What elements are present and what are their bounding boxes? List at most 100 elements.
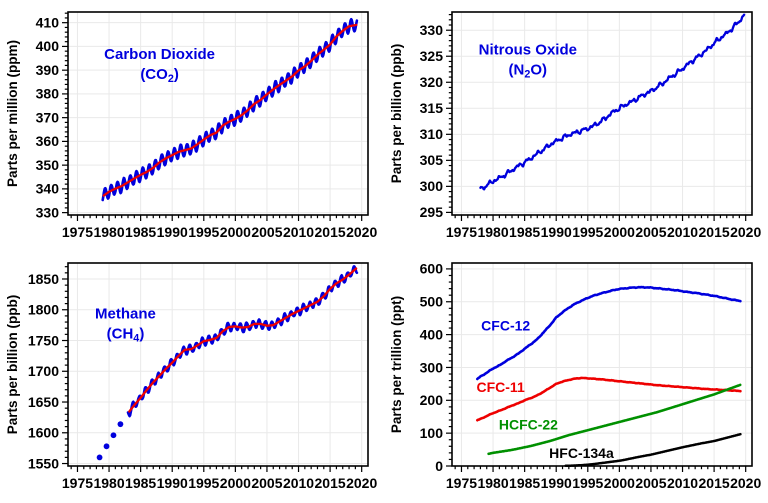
x-tick-label: 2010 <box>283 475 314 491</box>
x-tick-label: 2015 <box>699 475 730 491</box>
y-axis-title: Parts per trillion (ppt) <box>389 296 404 433</box>
x-tick-label: 1995 <box>188 475 219 491</box>
x-tick-label: 1975 <box>446 475 477 491</box>
y-tick-label: 500 <box>420 294 444 310</box>
y-tick-label: 1700 <box>28 363 59 379</box>
x-tick-label: 1990 <box>157 224 188 240</box>
x-tick-label: 2010 <box>283 224 314 240</box>
series-label-hcfc-22: HCFC-22 <box>499 417 558 433</box>
x-tick-label: 2000 <box>604 475 635 491</box>
x-tick-label: 2005 <box>251 475 282 491</box>
hcfc-22-line <box>487 383 742 456</box>
x-tick-label: 1985 <box>125 475 156 491</box>
y-tick-label: 320 <box>420 74 444 90</box>
x-tick-label: 2010 <box>667 475 698 491</box>
x-tick-label: 2000 <box>220 475 251 491</box>
y-tick-label: 300 <box>420 359 444 375</box>
panel-title: (N2​O) <box>509 62 548 81</box>
x-tick-label: 1990 <box>157 475 188 491</box>
x-tick-label: 1975 <box>62 475 93 491</box>
series-label-hfc-134a: HFC-134a <box>549 445 614 461</box>
y-tick-label: 370 <box>36 109 60 125</box>
y-tick-label: 300 <box>420 178 444 194</box>
co2-trend-line <box>102 23 358 197</box>
panel-title: (CH4​) <box>107 326 145 345</box>
cfc-11-line <box>476 376 742 422</box>
x-tick-label: 1985 <box>509 475 540 491</box>
y-tick-label: 305 <box>420 152 444 168</box>
y-tick-label: 350 <box>36 157 60 173</box>
y-tick-label: 1650 <box>28 394 59 410</box>
x-tick-label: 1980 <box>93 475 124 491</box>
y-tick-label: 400 <box>420 326 444 342</box>
x-tick-label: 2015 <box>699 224 730 240</box>
x-tick-label: 1990 <box>541 224 572 240</box>
series-label-cfc-12: CFC-12 <box>481 318 530 334</box>
panel-title: Methane <box>95 306 156 323</box>
y-tick-label: 315 <box>420 100 444 116</box>
ch4-early-annual-dots-point <box>103 443 110 450</box>
x-tick-label: 1990 <box>541 475 572 491</box>
y-tick-label: 1600 <box>28 425 59 441</box>
x-tick-label: 2020 <box>346 224 377 240</box>
co2-chart: 1975 1980 1985 1990 1995 2000 2005 2010 2015 2020… <box>5 11 377 240</box>
x-tick-label: 2000 <box>220 224 251 240</box>
x-tick-label: 1980 <box>477 475 508 491</box>
plot-frame <box>67 11 369 216</box>
y-tick-label: 330 <box>420 22 444 38</box>
x-tick-label: 2005 <box>635 224 666 240</box>
x-tick-label: 2005 <box>635 475 666 491</box>
y-tick-label: 325 <box>420 48 444 64</box>
y-tick-label: 0 <box>435 458 443 474</box>
ch4-chart: 1975 1980 1985 1990 1995 2000 2005 2010 2015 2020… <box>5 262 377 491</box>
x-tick-label: 2000 <box>604 224 635 240</box>
x-tick-label: 1980 <box>93 224 124 240</box>
n2o-monthly-mean-line <box>479 13 746 191</box>
y-tick-label: 100 <box>420 425 444 441</box>
y-tick-label: 410 <box>36 14 60 30</box>
y-tick-label: 295 <box>420 204 444 220</box>
y-tick-label: 1550 <box>28 455 59 471</box>
ch4-monthly-mean-line <box>126 265 359 418</box>
x-tick-label: 1980 <box>477 224 508 240</box>
x-tick-label: 2010 <box>667 224 698 240</box>
y-tick-label: 200 <box>420 392 444 408</box>
y-tick-label: 360 <box>36 133 60 149</box>
x-tick-label: 1995 <box>572 475 603 491</box>
cfc-12-line <box>476 285 742 381</box>
panel-title: Nitrous Oxide <box>479 42 577 59</box>
x-tick-label: 1985 <box>509 224 540 240</box>
y-tick-label: 400 <box>36 38 60 54</box>
panel-title: (CO2​) <box>140 66 179 85</box>
n2o-chart: 1975 1980 1985 1990 1995 2000 2005 2010 2015 2020… <box>389 11 761 240</box>
hfc-134a-line <box>564 432 742 468</box>
x-tick-label: 1995 <box>188 224 219 240</box>
y-tick-label: 340 <box>36 181 60 197</box>
x-tick-label: 2020 <box>730 475 761 491</box>
y-tick-label: 600 <box>420 261 444 277</box>
ch4-early-annual-dots-point <box>117 421 124 428</box>
y-axis-title: Parts per billion (ppb) <box>389 44 404 184</box>
x-tick-label: 2020 <box>730 224 761 240</box>
y-tick-label: 330 <box>36 204 60 220</box>
series-label-cfc-11: CFC-11 <box>477 379 525 395</box>
y-tick-label: 1750 <box>28 332 59 348</box>
x-tick-label: 2020 <box>346 475 377 491</box>
x-tick-label: 1985 <box>125 224 156 240</box>
y-tick-label: 1800 <box>28 302 59 318</box>
x-tick-label: 2015 <box>315 224 346 240</box>
x-tick-label: 1975 <box>446 224 477 240</box>
y-tick-label: 310 <box>420 126 444 142</box>
plot-frame <box>451 262 753 467</box>
y-tick-label: 380 <box>36 86 60 102</box>
ch4-trend-line <box>128 267 358 413</box>
x-tick-label: 1995 <box>572 224 603 240</box>
ch4-early-annual-dots-point <box>110 432 117 439</box>
y-axis-title: Parts per billion (ppb) <box>5 295 20 435</box>
y-axis-title: Parts per million (ppm) <box>5 40 20 187</box>
x-tick-label: 1975 <box>62 224 93 240</box>
y-tick-label: 1850 <box>28 271 59 287</box>
panel-title: Carbon Dioxide <box>104 46 215 63</box>
y-tick-label: 390 <box>36 62 60 78</box>
